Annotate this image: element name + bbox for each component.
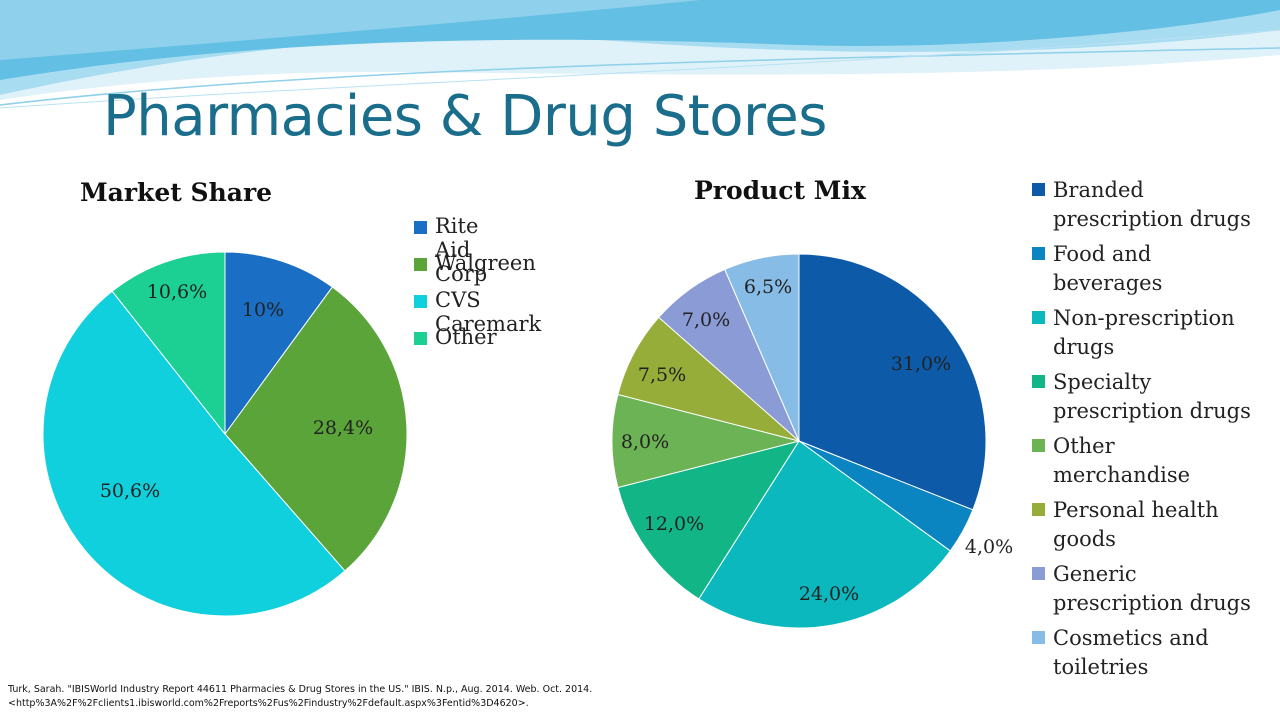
slice-other-merchandise	[611, 393, 800, 489]
data-label-branded-prescription-drugs: 31,0%	[891, 353, 951, 375]
legend-label-line: beverages	[1053, 271, 1163, 295]
slice-non-prescription-drugs	[698, 440, 951, 629]
legend-item-generic-prescription-drugs: Generic prescription drugs	[1032, 560, 1263, 618]
legend-label: Non-prescription drugs	[1053, 304, 1263, 362]
data-label-specialty-prescription-drugs: 12,0%	[644, 513, 704, 535]
legend-label-line: prescription drugs	[1053, 207, 1251, 231]
legend-swatch	[414, 258, 427, 271]
data-label-food-and-beverages: 4,0%	[965, 536, 1013, 558]
legend-item-food-and-beverages: Food and beverages	[1032, 240, 1263, 298]
legend-label: Other	[435, 325, 497, 349]
legend-item-branded-prescription-drugs: Branded prescription drugs	[1032, 176, 1263, 234]
data-label-other-merchandise: 8,0%	[621, 431, 669, 453]
legend-item-walgreen: Walgreen	[414, 251, 536, 275]
legend-item-other: Other	[414, 325, 497, 349]
legend-swatch	[1032, 183, 1045, 196]
slice-other	[111, 251, 226, 436]
product-mix-title: Product Mix	[694, 176, 866, 205]
legend-item-other-merchandise: Other merchandise	[1032, 432, 1263, 490]
legend-label: Personal health goods	[1053, 496, 1263, 554]
legend-item-non-prescription-drugs: Non-prescription drugs	[1032, 304, 1263, 362]
legend-label-line: Food and	[1053, 242, 1152, 266]
legend-swatch	[1032, 631, 1045, 644]
legend-item-rite-aid-corp: Rite Aid Corp	[414, 214, 487, 286]
legend-label: Rite Aid Corp	[435, 214, 488, 286]
legend-label-line: goods	[1053, 527, 1116, 551]
legend-swatch	[1032, 375, 1045, 388]
slice-walgreen	[224, 286, 408, 572]
legend-item-cosmetics-and-toiletries: Cosmetics and toiletries	[1032, 624, 1263, 682]
legend-label-line: merchandise	[1053, 463, 1191, 487]
source-citation: Turk, Sarah. "IBISWorld Industry Report …	[8, 683, 908, 711]
data-label-generic-prescription-drugs: 7,0%	[682, 309, 730, 331]
legend-item-specialty-prescription-drugs: Specialty prescription drugs	[1032, 368, 1263, 426]
data-label-non-prescription-drugs: 24,0%	[799, 583, 859, 605]
market-share-pie: 10% 28,4% 50,6% 10,6%	[42, 251, 408, 617]
legend-swatch	[414, 295, 427, 308]
slice-specialty-prescription-drugs	[617, 440, 801, 600]
legend-label: Generic prescription drugs	[1053, 560, 1263, 618]
product-mix-pie: 31,0% 4,0% 24,0% 12,0% 8,0% 7,5% 7,0% 6,5%	[611, 253, 1013, 629]
legend-label-line: Branded	[1053, 178, 1144, 202]
legend-swatch	[1032, 503, 1045, 516]
legend-label: Branded prescription drugs	[1053, 176, 1263, 234]
slice-cvs-caremark	[42, 290, 346, 617]
slice-branded-prescription-drugs	[798, 253, 987, 511]
legend-swatch	[1032, 311, 1045, 324]
legend-swatch	[414, 221, 427, 234]
legend-label: CVS Caremark	[435, 288, 542, 336]
data-label-other: 10,6%	[147, 281, 207, 303]
source-line-1: Turk, Sarah. "IBISWorld Industry Report …	[8, 684, 593, 695]
legend-label-line: Non-prescription	[1053, 306, 1235, 330]
page-title: Pharmacies & Drug Stores	[103, 84, 827, 149]
legend-label-line: prescription drugs	[1053, 399, 1251, 423]
legend-label: Walgreen	[435, 251, 536, 275]
legend-label-line: Personal health	[1053, 498, 1219, 522]
legend-label-line: Cosmetics and	[1053, 626, 1209, 650]
header-wave-decoration	[0, 0, 1280, 109]
legend-label: Cosmetics and toiletries	[1053, 624, 1263, 682]
legend-swatch	[1032, 439, 1045, 452]
legend-label-line: Other	[1053, 434, 1115, 458]
legend-label-line: Generic	[1053, 562, 1137, 586]
legend-swatch	[1032, 247, 1045, 260]
legend-label: Food and beverages	[1053, 240, 1263, 298]
market-share-title: Market Share	[80, 178, 273, 207]
legend-swatch	[414, 332, 427, 345]
legend-label-line: Specialty	[1053, 370, 1152, 394]
legend-label: Specialty prescription drugs	[1053, 368, 1263, 426]
legend-swatch	[1032, 567, 1045, 580]
data-label-rite-aid-corp: 10%	[242, 299, 284, 321]
legend-label-line: toiletries	[1053, 655, 1149, 679]
data-label-cvs-caremark: 50,6%	[100, 480, 160, 502]
slice-rite-aid-corp	[224, 251, 334, 436]
slice-cosmetics-and-toiletries	[724, 253, 800, 442]
legend-label: Other merchandise	[1053, 432, 1263, 490]
legend-label-line: drugs	[1053, 335, 1115, 359]
legend-label-line: prescription drugs	[1053, 591, 1251, 615]
legend-item-cvs-caremark: CVS Caremark	[414, 288, 541, 336]
data-label-cosmetics-and-toiletries: 6,5%	[744, 276, 792, 298]
data-label-walgreen: 28,4%	[313, 417, 373, 439]
legend-item-personal-health-goods: Personal health goods	[1032, 496, 1263, 554]
source-line-2: <http%3A%2F%2Fclients1.ibisworld.com%2Fr…	[8, 698, 529, 709]
data-label-personal-health-goods: 7,5%	[638, 364, 686, 386]
